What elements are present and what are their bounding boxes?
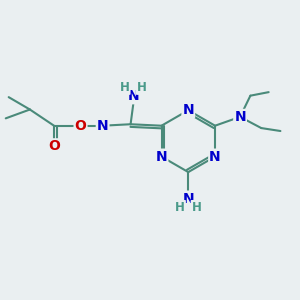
Text: H: H: [137, 81, 147, 94]
Text: N: N: [234, 110, 246, 124]
Text: N: N: [182, 192, 194, 206]
Text: O: O: [75, 119, 86, 133]
Text: N: N: [209, 150, 221, 164]
Text: N: N: [182, 103, 194, 117]
Text: H: H: [192, 201, 202, 214]
Text: N: N: [156, 150, 167, 164]
Text: N: N: [97, 119, 108, 133]
Text: O: O: [48, 139, 60, 153]
Text: H: H: [120, 81, 130, 94]
Text: H: H: [175, 201, 185, 214]
Text: N: N: [128, 89, 139, 103]
